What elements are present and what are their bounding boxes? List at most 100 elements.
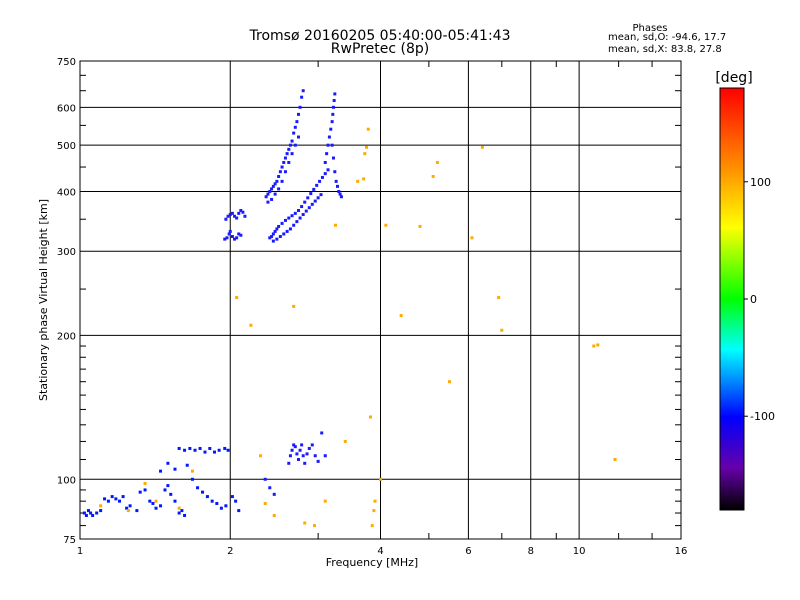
data-point (290, 139, 294, 143)
chart-subtitle: RwPretec (8p) (331, 41, 429, 57)
colorbar-tick-label: 0 (750, 293, 757, 306)
data-point (210, 499, 214, 503)
data-point (335, 184, 339, 188)
data-point (290, 214, 294, 218)
data-point (228, 229, 232, 233)
data-point (235, 236, 239, 240)
y-tick-label: 400 (57, 187, 76, 198)
data-point (188, 446, 192, 450)
data-point (84, 513, 88, 517)
data-point (226, 214, 230, 218)
data-point (300, 443, 304, 447)
y-tick-label: 300 (57, 247, 76, 258)
data-point (313, 199, 317, 203)
data-point (310, 202, 314, 206)
data-point (278, 235, 282, 239)
data-point (301, 213, 305, 217)
data-point (208, 446, 212, 450)
data-point (277, 187, 281, 191)
data-point (285, 229, 289, 233)
data-point (312, 187, 316, 191)
data-point (339, 195, 343, 199)
data-point (266, 200, 270, 204)
colorbar (719, 87, 745, 511)
data-point (259, 454, 263, 458)
data-point (293, 211, 297, 215)
x-tick-label: 4 (377, 546, 383, 557)
data-point (110, 495, 114, 499)
data-point (287, 216, 291, 220)
data-point (271, 239, 275, 243)
phases-title: Phases (632, 23, 667, 34)
data-point (273, 229, 277, 233)
data-point (277, 224, 281, 228)
colorbar-ticks: 100 0 -100 (744, 176, 775, 423)
data-point (271, 232, 275, 236)
data-point (338, 192, 342, 196)
data-point (288, 227, 292, 231)
data-point (306, 196, 310, 200)
data-point (323, 499, 327, 503)
data-point (277, 174, 281, 178)
data-point (325, 152, 329, 156)
data-point (326, 143, 330, 147)
data-point (233, 237, 237, 241)
colorbar-tick-label: -100 (750, 410, 775, 423)
data-point (219, 506, 223, 510)
data-point (177, 506, 181, 510)
data-point (303, 461, 307, 465)
data-point (596, 343, 600, 347)
data-point (135, 509, 139, 513)
data-point (318, 179, 322, 183)
data-points (82, 89, 617, 528)
data-point (288, 143, 292, 147)
data-point (268, 486, 272, 490)
data-point (271, 184, 275, 188)
data-point (118, 499, 122, 503)
data-point (241, 210, 245, 214)
data-point (154, 499, 158, 503)
x-tick-labels: 1 2 4 6 8 10 16 (77, 546, 688, 557)
data-point (228, 213, 232, 217)
data-point (298, 216, 302, 220)
data-point (225, 236, 229, 240)
data-point (166, 484, 170, 488)
data-point (239, 233, 243, 237)
data-point (480, 145, 484, 149)
data-point (296, 135, 300, 139)
data-point (330, 143, 334, 147)
data-point (159, 469, 163, 473)
data-point (273, 192, 277, 196)
data-point (613, 457, 617, 461)
data-point (295, 452, 299, 456)
data-point (326, 168, 330, 172)
data-point (173, 499, 177, 503)
data-point (224, 217, 228, 221)
data-point (337, 189, 341, 193)
x-tick-label: 1 (77, 546, 83, 557)
data-point (283, 218, 287, 222)
data-point (500, 328, 504, 332)
data-point (103, 497, 107, 501)
data-point (249, 323, 253, 327)
colorbar-tick-label: 100 (750, 176, 771, 189)
data-point (169, 492, 173, 496)
data-point (327, 135, 331, 139)
data-point (89, 511, 93, 515)
x-tick-label: 8 (528, 546, 534, 557)
data-point (330, 120, 334, 124)
data-point (287, 147, 291, 151)
data-point (163, 488, 167, 492)
data-point (320, 175, 324, 179)
y-tick-label: 100 (57, 475, 76, 486)
data-point (292, 443, 296, 447)
data-point (196, 486, 200, 490)
data-point (99, 504, 103, 508)
data-point (331, 156, 335, 160)
data-point (183, 513, 187, 517)
data-point (307, 446, 311, 450)
data-point (193, 448, 197, 452)
data-point (114, 497, 118, 501)
data-point (177, 511, 181, 515)
